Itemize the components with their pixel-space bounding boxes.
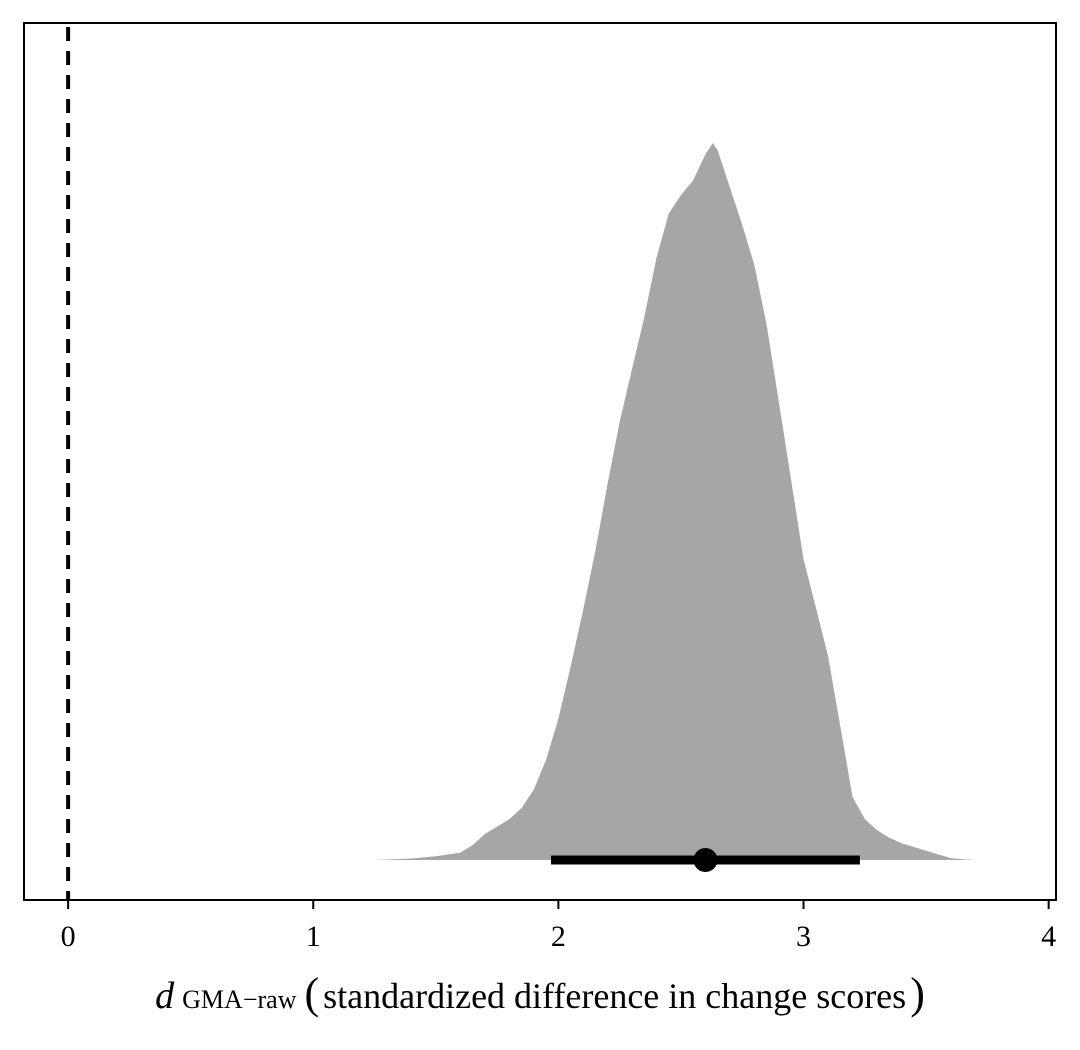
x-axis-label-subscript: GMA−raw [182,985,297,1014]
x-axis-label: d GMA−raw ( standardized difference in c… [155,969,925,1018]
x-axis-ticks [67,900,1050,909]
x-tick-label-0: 0 [61,920,76,953]
x-tick-label-4: 4 [1041,920,1056,953]
x-axis-label-close-paren: ) [910,969,925,1018]
x-tick-label-2: 2 [551,920,566,953]
x-axis-label-open-paren: ( [304,969,319,1018]
x-tick-label-1: 1 [306,920,321,953]
x-axis-tick-labels: 0 1 2 3 4 [61,920,1057,953]
point-estimate-marker [693,848,718,872]
x-axis-label-text: standardized difference in change scores [323,976,906,1016]
density-area [374,143,1010,860]
x-tick-label-3: 3 [796,920,811,953]
plot-frame [23,22,1057,901]
x-axis-label-symbol: d [155,975,175,1017]
